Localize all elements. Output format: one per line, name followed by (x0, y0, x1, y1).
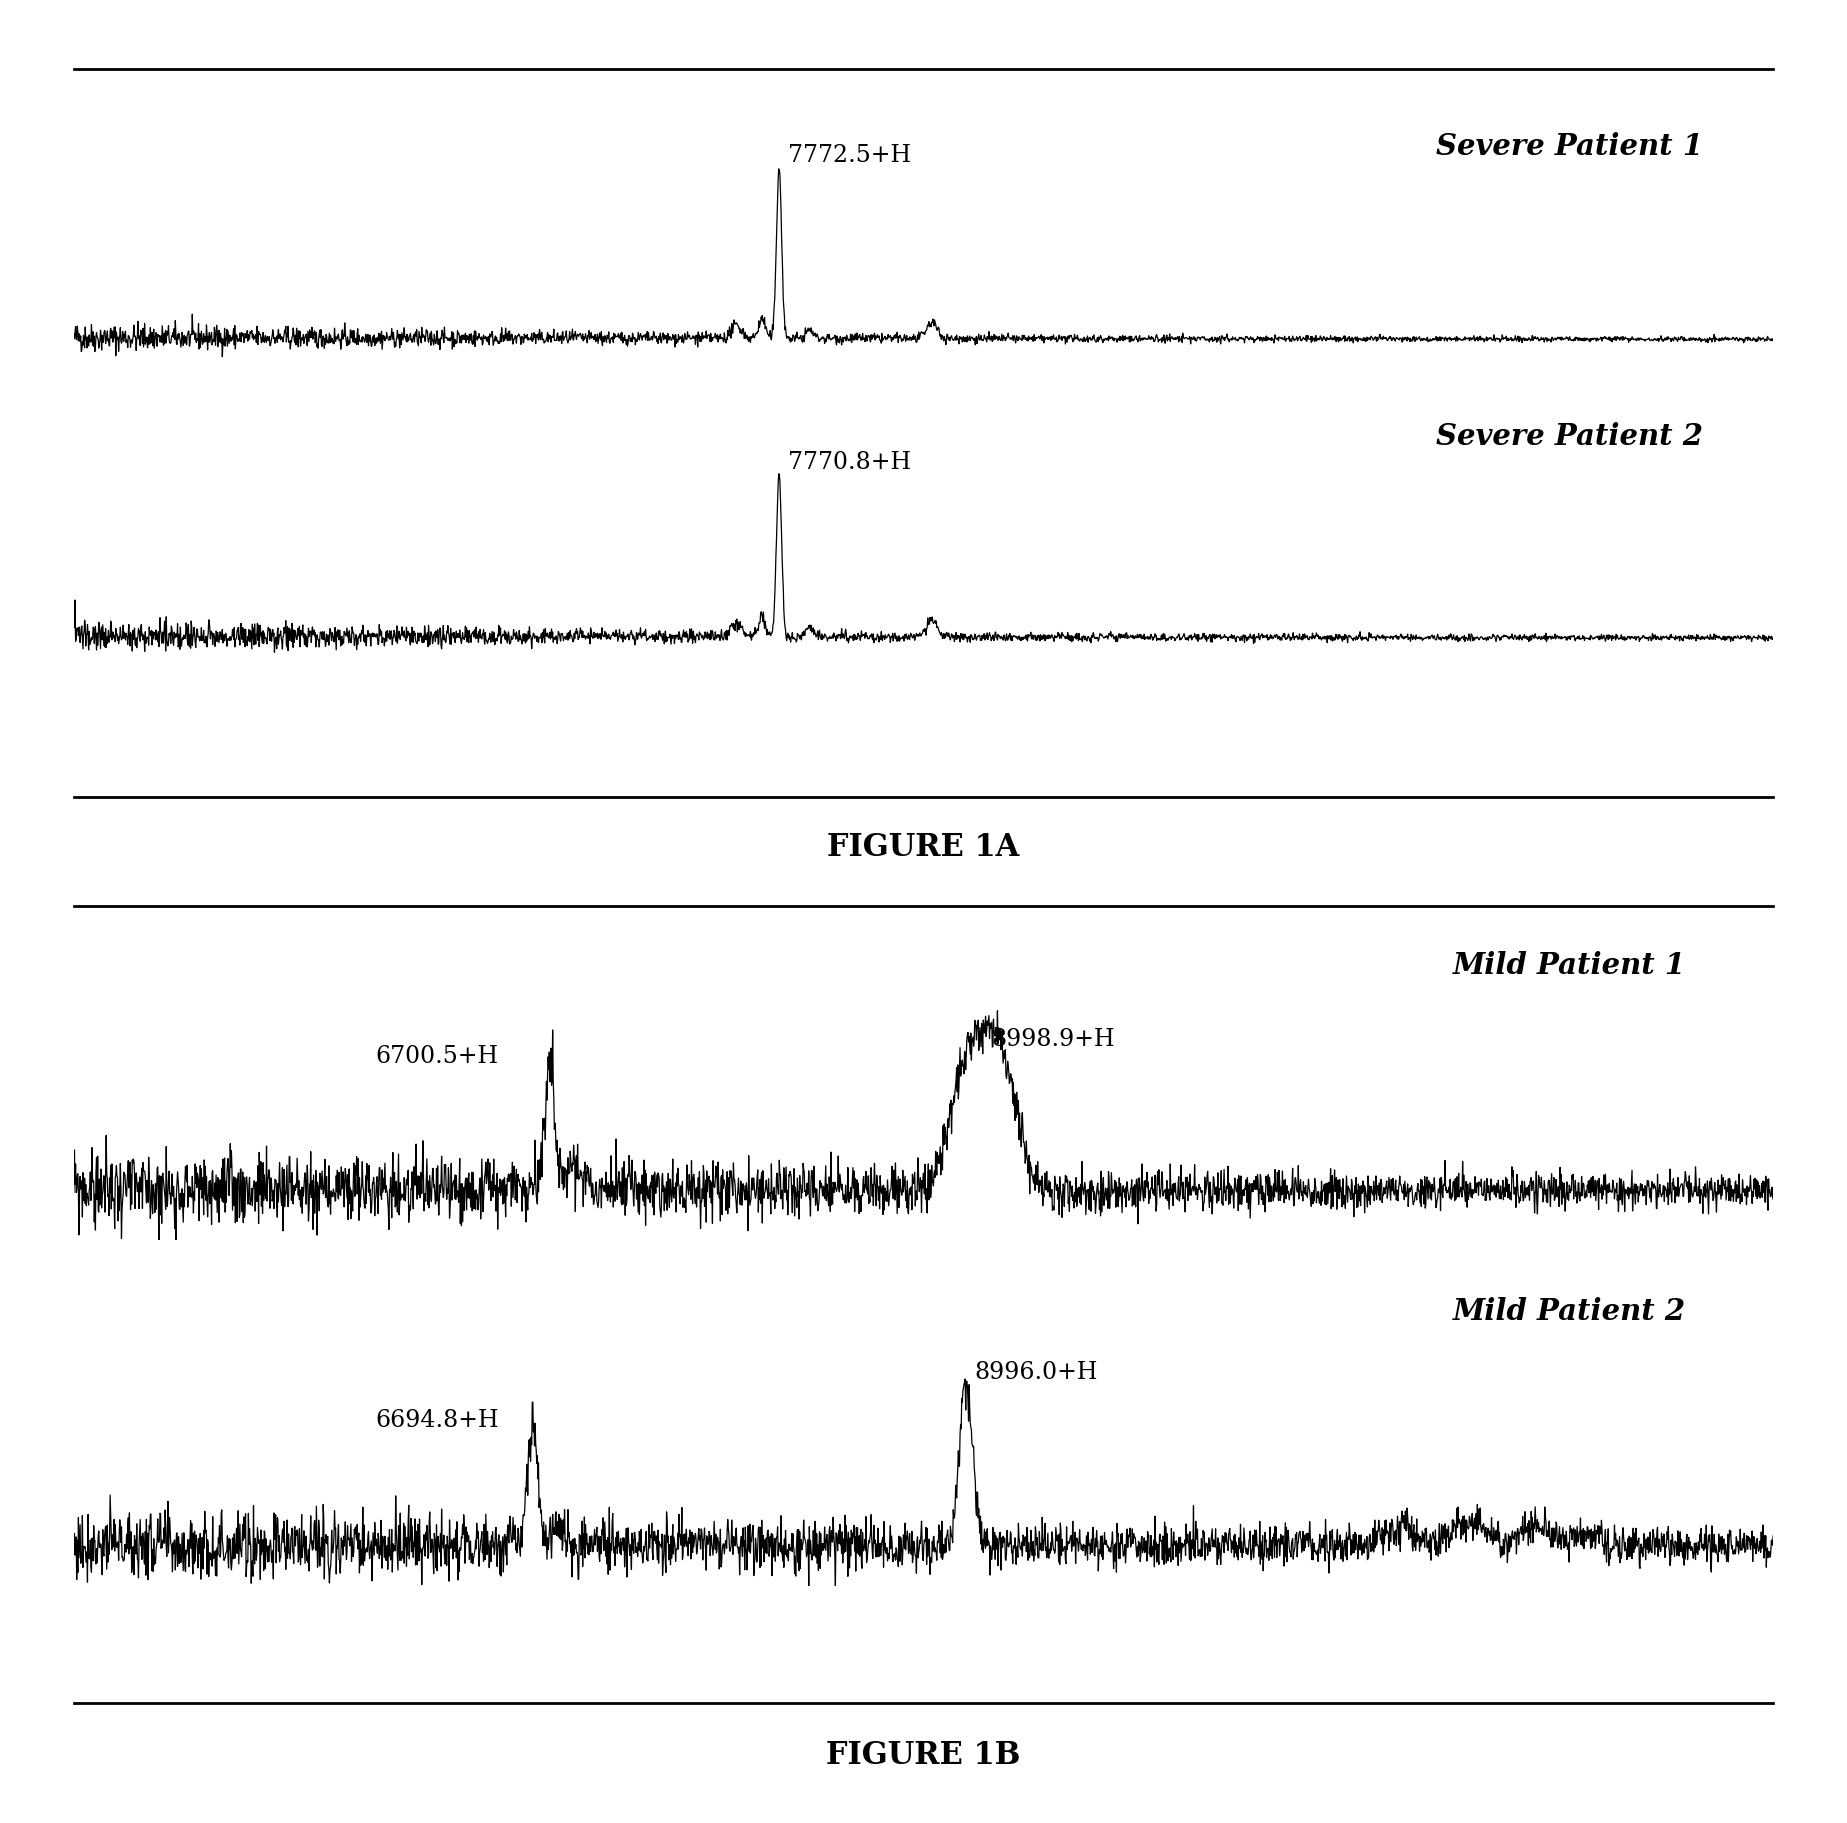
Text: 6700.5+H: 6700.5+H (375, 1045, 499, 1068)
Text: 7770.8+H: 7770.8+H (787, 450, 911, 474)
Text: 6694.8+H: 6694.8+H (375, 1409, 499, 1431)
Text: Mild Patient 1: Mild Patient 1 (1452, 952, 1686, 981)
Text: FIGURE 1A: FIGURE 1A (827, 831, 1020, 864)
Text: 8996.0+H: 8996.0+H (975, 1360, 1097, 1384)
Text: Severe Patient 1: Severe Patient 1 (1435, 131, 1703, 160)
Text: Severe Patient 2: Severe Patient 2 (1435, 423, 1703, 452)
Text: Mild Patient 2: Mild Patient 2 (1452, 1298, 1686, 1327)
Text: 8998.9+H: 8998.9+H (992, 1028, 1116, 1050)
Text: FIGURE 1B: FIGURE 1B (826, 1739, 1021, 1772)
Text: 7772.5+H: 7772.5+H (787, 144, 911, 168)
